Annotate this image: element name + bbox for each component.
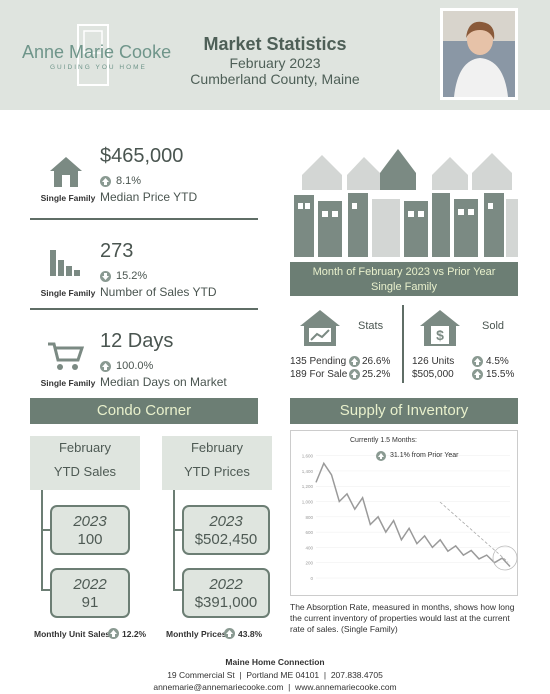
condo-header [162, 436, 272, 490]
stat-label: Number of Sales YTD [100, 285, 217, 299]
up-arrow [349, 369, 360, 380]
year: 2023 [209, 513, 243, 530]
supply-banner: Supply of Inventory [290, 398, 518, 424]
house-icon [50, 157, 82, 187]
down-arrow [100, 271, 111, 282]
sold-icon: $ [420, 310, 460, 346]
price: $505,000 [412, 369, 454, 380]
stat-value: 273 [100, 240, 134, 262]
footer-contact: annemarie@annemariecooke.com | www.annem… [153, 682, 397, 692]
condo-header-line: YTD Prices [184, 464, 250, 479]
year: 2022 [209, 576, 243, 593]
condo-footer: Monthly Prices [166, 629, 227, 639]
condo-banner: Condo Corner [30, 398, 258, 424]
stat-label: Median Price YTD [100, 190, 198, 204]
stat-category: Single Family [40, 378, 96, 388]
y-tick-label: 1,600 [302, 454, 314, 459]
pending: 135 Pending [290, 356, 347, 367]
banner-line: Month of February 2023 vs Prior Year [312, 266, 496, 278]
chart-caption: The Absorption Rate, measured in months,… [290, 602, 515, 634]
year-box [182, 505, 270, 555]
up-arrow [100, 176, 111, 187]
condo-change: 43.8% [238, 629, 263, 639]
up-arrow [108, 628, 119, 639]
for-sale-change: 25.2% [362, 369, 391, 380]
period: February 2023 [229, 55, 321, 71]
divider [402, 305, 404, 383]
separator [30, 308, 258, 310]
svg-text:$: $ [436, 327, 444, 343]
trend-line [439, 501, 509, 563]
stat-label: Median Days on Market [100, 375, 227, 389]
up-arrow [472, 356, 483, 367]
comparison-banner: Month of February 2023 vs Prior Year Sin… [290, 262, 518, 296]
inventory-line [315, 461, 511, 568]
footer-company: Maine Home Connection [225, 657, 325, 667]
condo-header [30, 436, 140, 490]
bars-icon [50, 250, 80, 276]
condo-header-line: February [190, 440, 244, 455]
units: 126 Units [412, 356, 455, 367]
brand: Anne Marie Cooke [22, 42, 172, 62]
footer-address: 19 Commercial St | Portland ME 04101 | 2… [167, 670, 383, 680]
condo-footer: Monthly Unit Sales [34, 629, 111, 639]
y-tick-label: 1,200 [302, 484, 314, 489]
condo-header-line: February [58, 440, 112, 455]
year-value: 91 [81, 594, 99, 611]
stat-value: 12 Days [100, 330, 174, 352]
stat-change: 8.1% [116, 175, 142, 187]
condo-change: 12.2% [122, 629, 147, 639]
highlight [492, 545, 518, 571]
chart-note: Currently 1.5 Months: [350, 437, 417, 444]
y-tick-label: 1,000 [302, 500, 314, 505]
cart-icon [48, 342, 84, 370]
pending-change: 26.6% [362, 356, 391, 367]
price-change: 15.5% [486, 369, 515, 380]
sold-title: Sold [482, 320, 505, 332]
year: 2022 [73, 576, 107, 593]
chart-note-change: 31.1% from Prior Year [390, 452, 459, 459]
y-tick-label: 1,400 [302, 469, 314, 474]
y-tick-label: 0 [310, 576, 313, 581]
up-arrow [224, 628, 235, 639]
units-change: 4.5% [486, 356, 509, 367]
stat-value: $465,000 [100, 145, 184, 167]
banner-line: Single Family [370, 281, 438, 293]
condo-header-line: YTD Sales [53, 464, 117, 479]
stat-change: 15.2% [116, 270, 148, 282]
up-arrow [349, 356, 360, 367]
y-tick-label: 600 [305, 530, 313, 535]
stat-category: Single Family [40, 288, 96, 298]
up-arrow [472, 369, 483, 380]
logo-door [77, 24, 109, 86]
for-sale: 189 For Sale [290, 369, 348, 380]
up-arrow [100, 361, 111, 372]
year-value: $502,450 [194, 531, 258, 548]
supply-chart: 0 200 400 600 800 1,000 1,200 1,400 1,600 [290, 430, 518, 596]
agent-photo [440, 8, 518, 100]
up-arrow [376, 451, 386, 461]
region: Cumberland County, Maine [190, 71, 360, 87]
year-box [50, 505, 130, 555]
title: Market Statistics [203, 34, 347, 54]
separator [30, 218, 258, 220]
y-tick-label: 400 [305, 545, 313, 550]
stats-icon [300, 310, 340, 346]
year-box [50, 568, 130, 618]
year-box [182, 568, 270, 618]
tagline: GUIDING YOU HOME [50, 64, 147, 71]
stats-title: Stats [358, 320, 384, 332]
y-tick-label: 200 [305, 561, 313, 566]
year: 2023 [73, 513, 107, 530]
houses-illustration [294, 149, 518, 257]
stat-change: 100.0% [116, 360, 154, 372]
stat-category: Single Family [40, 193, 96, 203]
y-tick-label: 800 [305, 515, 313, 520]
year-value: $391,000 [194, 594, 258, 611]
year-value: 100 [77, 531, 103, 548]
